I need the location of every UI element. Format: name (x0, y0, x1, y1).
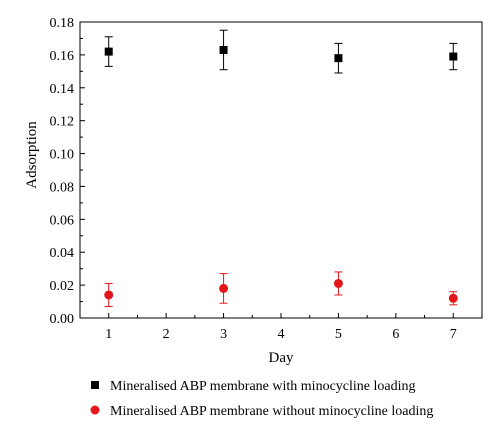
data-marks (104, 29, 458, 307)
y-tick-label: 0.14 (50, 82, 75, 97)
x-tick-label: 6 (392, 327, 399, 342)
legend-marker-square (91, 381, 99, 389)
data-point-circle (104, 290, 114, 300)
x-tick-label: 4 (278, 327, 285, 342)
x-axis-label: Day (269, 350, 294, 366)
data-point-square (449, 52, 458, 61)
y-tick-label: 0.02 (50, 279, 75, 294)
x-tick-label: 3 (220, 327, 227, 342)
ticks: 0.00 0.02 0.04 0.06 0.08 0.10 0.12 0.14 0.16 0.18… (50, 16, 457, 342)
y-tick-label: 0.06 (50, 213, 75, 228)
y-axis-label: Adsorption (24, 121, 40, 189)
series-1 (104, 29, 458, 74)
y-tick-label: 0.18 (50, 16, 75, 31)
legend: Mineralised ABP membrane with minocyclin… (90, 379, 433, 419)
y-tick-label: 0.08 (50, 180, 75, 195)
x-tick-label: 7 (450, 327, 457, 342)
legend-entry-label: Mineralised ABP membrane with minocyclin… (110, 379, 415, 394)
y-tick-label: 0.00 (50, 312, 75, 327)
data-point-square (334, 54, 343, 63)
data-point-square (104, 47, 113, 56)
y-tick-label: 0.16 (50, 49, 75, 64)
data-point-circle (448, 293, 458, 303)
series-2 (104, 271, 458, 307)
y-tick-label: 0.10 (50, 148, 75, 163)
x-tick-label: 2 (163, 327, 170, 342)
legend-marker-circle (90, 405, 100, 415)
axes (79, 21, 483, 319)
x-tick-label: 5 (335, 327, 342, 342)
y-tick-label: 0.04 (50, 246, 75, 261)
data-point-circle (333, 278, 343, 288)
legend-entry-label: Mineralised ABP membrane without minocyc… (110, 404, 433, 419)
y-tick-label: 0.12 (50, 115, 75, 130)
data-point-circle (219, 283, 229, 293)
x-tick-label: 1 (105, 327, 112, 342)
plot-frame (79, 21, 483, 319)
data-point-square (219, 45, 228, 54)
